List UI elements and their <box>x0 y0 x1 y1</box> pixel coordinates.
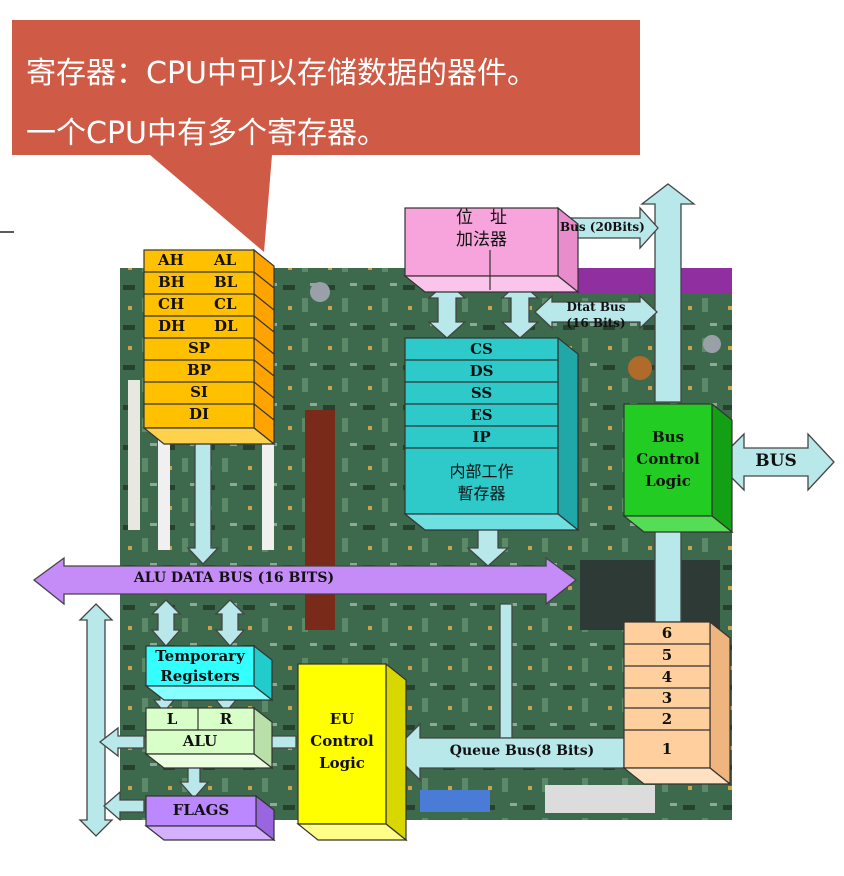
external-bus-label: BUS <box>755 451 797 471</box>
internal-register-label-2: 暫存器 <box>457 484 506 503</box>
address-bus-label: Bus (20Bits) <box>560 220 645 234</box>
register-al: AL <box>214 251 237 269</box>
bus-control-label-1: Bus <box>651 428 685 446</box>
queue-slot-4: 4 <box>661 668 673 686</box>
register-bl: BL <box>214 273 238 291</box>
register-sp: SP <box>187 339 211 357</box>
register-ch: CH <box>158 295 185 313</box>
queue-slot-3: 3 <box>661 689 673 707</box>
address-adder-label-1: 位 址 <box>456 208 507 228</box>
data-bus-label-1: Dtat Bus <box>566 300 626 314</box>
address-adder-label-2: 加法器 <box>456 230 507 250</box>
segment-register-box <box>403 336 580 532</box>
register-ds: DS <box>469 362 494 380</box>
flags-box <box>144 794 276 842</box>
instruction-queue-box <box>622 620 732 786</box>
callout-bubble <box>12 20 640 252</box>
bus-control-box <box>622 402 734 534</box>
address-bus-vertical <box>640 183 696 403</box>
register-ss: SS <box>470 384 493 402</box>
callout-line-1: 寄存器：CPU中可以存储数据的器件。 <box>26 56 537 91</box>
data-bus-label-2: (16 Bits) <box>566 316 626 330</box>
alu-input-r: R <box>219 710 233 728</box>
eu-control-label-1: EU <box>329 710 355 728</box>
alu-input-l: L <box>166 710 178 728</box>
callout-line-2: 一个CPU中有多个寄存器。 <box>26 116 387 151</box>
register-es: ES <box>470 406 493 424</box>
alu-data-bus-label: ALU DATA BUS (16 BITS) <box>133 570 335 586</box>
eu-control-label-2: Control <box>310 732 374 750</box>
register-ip: IP <box>472 428 491 446</box>
register-si: SI <box>190 383 208 401</box>
bus-control-label-2: Control <box>636 450 700 468</box>
eu-control-box <box>296 662 408 842</box>
register-dh: DH <box>158 317 186 335</box>
register-dl: DL <box>214 317 238 335</box>
queue-bus-label: Queue Bus(8 Bits) <box>449 743 595 759</box>
register-bp: BP <box>187 361 211 379</box>
internal-register-label-1: 内部工作 <box>449 462 514 481</box>
bus-arrows <box>32 183 835 837</box>
address-adder-box <box>403 206 580 294</box>
temporary-registers-label-2: Registers <box>160 667 240 685</box>
register-bh: BH <box>158 273 185 291</box>
temporary-registers-label-1: Temporary <box>155 647 245 665</box>
bus-control-label-3: Logic <box>645 472 691 490</box>
eu-control-label-3: Logic <box>319 754 365 772</box>
alu-label: ALU <box>182 732 218 750</box>
general-register-stack <box>142 248 276 446</box>
flags-label: FLAGS <box>172 801 230 819</box>
queue-slot-5: 5 <box>661 646 673 664</box>
alu-box <box>144 706 274 770</box>
queue-slot-2: 2 <box>661 710 673 728</box>
queue-slot-6: 6 <box>661 624 673 642</box>
alu-data-bus <box>32 556 578 606</box>
temporary-registers-box <box>144 644 274 702</box>
register-cl: CL <box>214 295 237 313</box>
register-di: DI <box>188 405 210 423</box>
external-bus-arrow <box>715 432 835 492</box>
queue-slot-1: 1 <box>661 740 673 758</box>
register-cs: CS <box>470 340 493 358</box>
data-bus-horizontal <box>534 294 658 330</box>
register-ah: AH <box>158 251 184 269</box>
